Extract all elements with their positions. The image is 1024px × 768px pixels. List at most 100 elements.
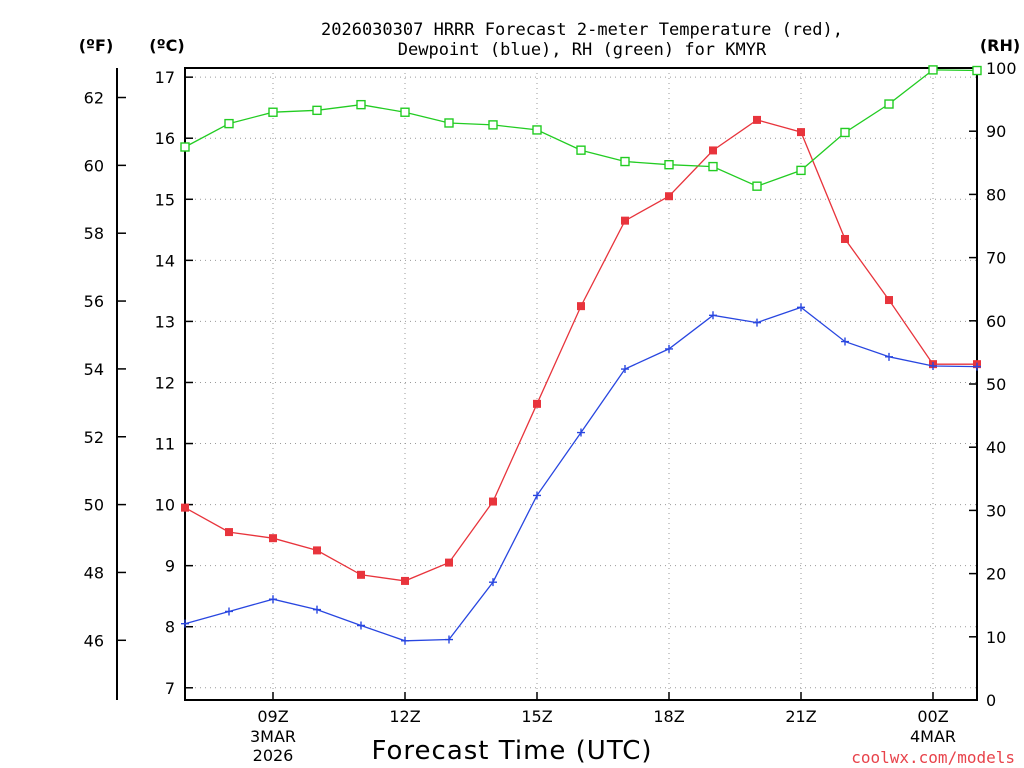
temperature-point	[665, 192, 673, 201]
celsius-tick-label: 12	[155, 373, 175, 392]
dewpoint-point	[489, 578, 497, 587]
fahrenheit-tick-label: 58	[84, 224, 104, 243]
dewpoint-point	[753, 318, 761, 327]
temperature-point	[489, 497, 497, 506]
rh-tick-label: 70	[986, 249, 1006, 268]
rh-point	[884, 99, 894, 109]
dewpoint-point	[885, 352, 893, 361]
rh-point	[488, 120, 498, 130]
x-tick-label: 21Z	[785, 707, 816, 726]
rh-tick-label: 90	[986, 122, 1006, 141]
temperature-point	[269, 534, 277, 543]
temperature-point	[181, 503, 189, 512]
rh-point	[180, 142, 190, 152]
celsius-tick-label: 11	[155, 435, 175, 454]
rh-point	[840, 127, 850, 138]
temperature-point	[797, 128, 805, 137]
x-tick-label: 12Z	[389, 707, 420, 726]
temperature-series-line	[184, 119, 977, 582]
dewpoint-point	[313, 605, 321, 614]
fahrenheit-tick-label: 50	[84, 496, 104, 515]
rh-tick-label: 50	[986, 375, 1006, 394]
data-series	[180, 65, 982, 645]
dewpoint-series-line	[184, 306, 978, 642]
rh-point	[796, 165, 806, 176]
dewpoint-point	[797, 303, 805, 312]
dewpoint-point	[709, 311, 717, 320]
plot-frame	[184, 67, 978, 701]
rh-tick-label: 40	[986, 438, 1006, 457]
dewpoint-point	[577, 428, 585, 437]
dewpoint-point	[357, 621, 365, 630]
fahrenheit-tick-label: 52	[84, 428, 104, 447]
chart-title-line-2: Dewpoint (blue), RH (green) for KMYR	[398, 40, 767, 60]
fahrenheit-tick-label: 54	[84, 360, 104, 379]
fahrenheit-tick-label: 56	[84, 292, 104, 311]
rh-point	[664, 159, 674, 170]
dewpoint-point	[401, 636, 409, 645]
dewpoint-point	[929, 361, 937, 370]
temperature-point	[533, 399, 541, 408]
rh-point	[928, 65, 938, 75]
celsius-tick-label: 14	[155, 251, 175, 270]
celsius-tick-label: 9	[165, 557, 175, 576]
celsius-tick-label: 15	[155, 190, 175, 209]
dewpoint-point	[665, 344, 673, 353]
fahrenheit-tick-label: 48	[84, 563, 104, 582]
x-axis-title: Forecast Time (UTC)	[371, 736, 652, 766]
tick-labels: 7 8 9 10 11 12 13 14 15 16 17 46 48 50 52 54 56 58 60 62 0 10…	[84, 59, 1017, 765]
axes	[116, 67, 978, 701]
temperature-point	[885, 296, 893, 305]
fahrenheit-tick-label: 62	[84, 89, 104, 108]
rh-tick-label: 30	[986, 501, 1006, 520]
celsius-unit-label: (ºC)	[149, 36, 184, 55]
dewpoint-point	[973, 362, 981, 371]
dewpoint-point	[225, 607, 233, 616]
celsius-tick-label: 10	[155, 496, 175, 515]
fahrenheit-tick-label: 46	[84, 631, 104, 650]
dewpoint-point	[269, 595, 277, 604]
fahrenheit-tick-label: 60	[84, 156, 104, 175]
temperature-point	[709, 146, 717, 155]
rh-point	[708, 161, 718, 172]
temperature-point	[401, 576, 409, 585]
celsius-tick-label: 7	[165, 679, 175, 698]
fahrenheit-unit-label: (ºF)	[79, 36, 114, 55]
temperature-point	[357, 570, 365, 579]
rh-point	[620, 156, 630, 167]
temperature-point	[225, 528, 233, 537]
dewpoint-point	[445, 635, 453, 644]
temperature-point	[445, 558, 453, 567]
x-tick-year-label: 2026	[253, 746, 294, 765]
celsius-tick-label: 8	[165, 618, 175, 637]
credit-text: coolwx.com/models	[851, 748, 1015, 767]
temperature-point	[841, 234, 849, 243]
rh-point	[224, 118, 234, 129]
rh-point	[356, 99, 366, 110]
rh-point	[400, 107, 410, 117]
rh-point	[444, 118, 454, 128]
dewpoint-point	[533, 491, 541, 500]
temperature-point	[313, 546, 321, 555]
chart-title-line-1: 2026030307 HRRR Forecast 2-meter Tempera…	[321, 20, 843, 40]
rh-tick-label: 20	[986, 565, 1006, 584]
temperature-point	[753, 115, 761, 124]
temperature-point	[577, 302, 585, 311]
x-tick-date-label: 3MAR	[250, 727, 296, 746]
x-tick-label: 09Z	[257, 707, 288, 726]
rh-tick-label: 80	[986, 185, 1006, 204]
rh-tick-label: 60	[986, 312, 1006, 331]
rh-tick-label: 0	[986, 691, 996, 710]
temperature-point	[621, 216, 629, 225]
x-tick-label: 15Z	[521, 707, 552, 726]
grid-lines	[185, 68, 977, 700]
rh-point	[268, 107, 278, 117]
dewpoint-point	[621, 365, 629, 374]
x-tick-date-label: 4MAR	[910, 727, 956, 746]
celsius-tick-label: 13	[155, 312, 175, 331]
celsius-tick-label: 17	[155, 68, 175, 87]
dewpoint-point	[181, 619, 189, 628]
rh-tick-label: 10	[986, 628, 1006, 647]
rh-series-line	[184, 69, 978, 187]
x-tick-label: 00Z	[917, 707, 948, 726]
